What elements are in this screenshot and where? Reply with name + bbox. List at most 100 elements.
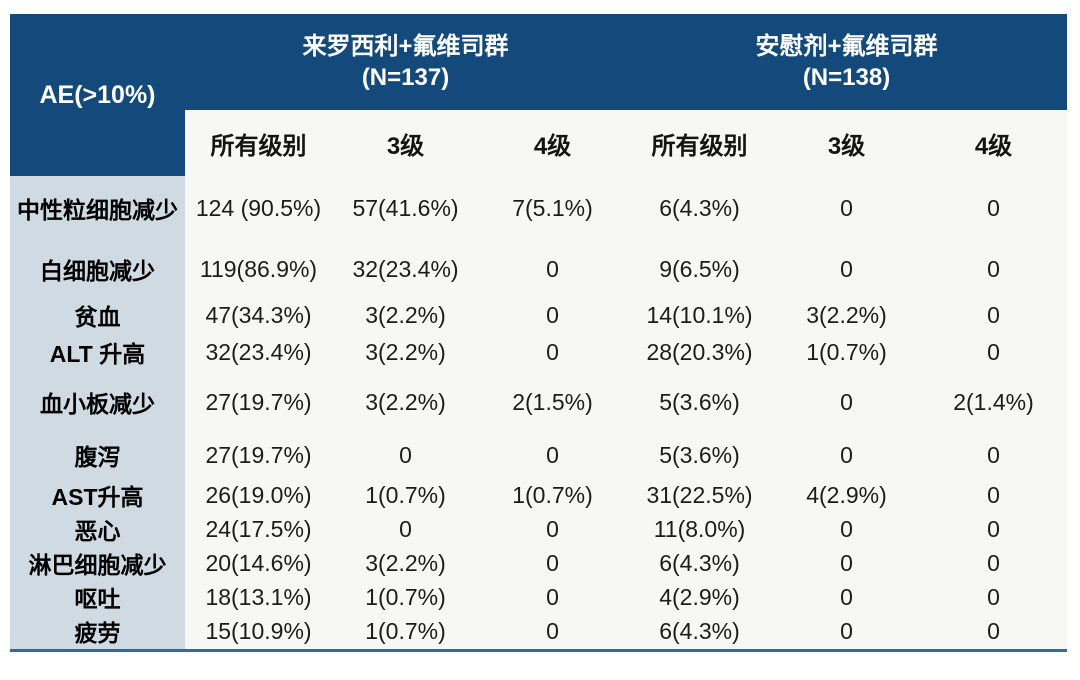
group-n: (N=137) xyxy=(361,64,450,91)
table-row: AST升高 26(19.0%) 1(0.7%) 1(0.7%) 31(22.5%… xyxy=(10,478,1067,512)
data-cell: 0 xyxy=(773,580,920,614)
row-label: 腹泻 xyxy=(10,432,185,478)
data-cell: 0 xyxy=(332,432,479,478)
row-label: 白细胞减少 xyxy=(10,240,185,298)
data-cell: 9(6.5%) xyxy=(626,240,773,298)
data-cell: 32(23.4%) xyxy=(185,332,332,372)
data-cell: 6(4.3%) xyxy=(626,176,773,240)
table-row: 白细胞减少 119(86.9%) 32(23.4%) 0 9(6.5%) 0 0 xyxy=(10,240,1067,298)
row-label: 呕吐 xyxy=(10,580,185,614)
subcolumn-header: 所有级别 xyxy=(626,110,773,176)
data-cell: 0 xyxy=(773,546,920,580)
data-cell: 0 xyxy=(332,512,479,546)
table-row: ALT 升高 32(23.4%) 3(2.2%) 0 28(20.3%) 1(0… xyxy=(10,332,1067,372)
data-cell: 0 xyxy=(479,432,626,478)
data-cell: 26(19.0%) xyxy=(185,478,332,512)
corner-header: AE(>10%) xyxy=(10,14,185,176)
data-cell: 57(41.6%) xyxy=(332,176,479,240)
data-cell: 4(2.9%) xyxy=(773,478,920,512)
data-cell: 15(10.9%) xyxy=(185,614,332,650)
group-title: 来罗西利+氟维司群 xyxy=(302,33,509,60)
data-cell: 0 xyxy=(773,240,920,298)
data-cell: 0 xyxy=(479,332,626,372)
data-cell: 47(34.3%) xyxy=(185,298,332,332)
data-cell: 0 xyxy=(773,176,920,240)
data-cell: 6(4.3%) xyxy=(626,546,773,580)
data-cell: 0 xyxy=(920,580,1067,614)
subcolumn-header: 4级 xyxy=(479,110,626,176)
group-header-treatment: 来罗西利+氟维司群 (N=137) xyxy=(185,14,626,110)
data-cell: 0 xyxy=(920,512,1067,546)
row-label: AST升高 xyxy=(10,478,185,512)
group-title: 安慰剂+氟维司群 xyxy=(755,33,938,60)
row-label: 血小板减少 xyxy=(10,372,185,432)
subcolumn-header: 3级 xyxy=(332,110,479,176)
data-cell: 0 xyxy=(479,240,626,298)
data-cell: 0 xyxy=(773,432,920,478)
table-row: 腹泻 27(19.7%) 0 0 5(3.6%) 0 0 xyxy=(10,432,1067,478)
data-cell: 1(0.7%) xyxy=(332,580,479,614)
row-label: 中性粒细胞减少 xyxy=(10,176,185,240)
data-cell: 0 xyxy=(920,176,1067,240)
group-n: (N=138) xyxy=(802,64,891,91)
data-cell: 14(10.1%) xyxy=(626,298,773,332)
data-cell: 0 xyxy=(773,512,920,546)
row-label: 淋巴细胞减少 xyxy=(10,546,185,580)
data-cell: 124 (90.5%) xyxy=(185,176,332,240)
row-label: 贫血 xyxy=(10,298,185,332)
data-cell: 18(13.1%) xyxy=(185,580,332,614)
table-row: 疲劳 15(10.9%) 1(0.7%) 0 6(4.3%) 0 0 xyxy=(10,614,1067,650)
data-cell: 28(20.3%) xyxy=(626,332,773,372)
table-row: 淋巴细胞减少 20(14.6%) 3(2.2%) 0 6(4.3%) 0 0 xyxy=(10,546,1067,580)
data-cell: 31(22.5%) xyxy=(626,478,773,512)
table-row: 贫血 47(34.3%) 3(2.2%) 0 14(10.1%) 3(2.2%)… xyxy=(10,298,1067,332)
table-row: 血小板减少 27(19.7%) 3(2.2%) 2(1.5%) 5(3.6%) … xyxy=(10,372,1067,432)
data-cell: 2(1.4%) xyxy=(920,372,1067,432)
adverse-events-table: AE(>10%) 来罗西利+氟维司群 (N=137) 安慰剂+氟维司群 (N=1… xyxy=(10,14,1067,652)
data-cell: 24(17.5%) xyxy=(185,512,332,546)
data-cell: 3(2.2%) xyxy=(332,332,479,372)
data-cell: 2(1.5%) xyxy=(479,372,626,432)
table-row: 呕吐 18(13.1%) 1(0.7%) 0 4(2.9%) 0 0 xyxy=(10,580,1067,614)
data-cell: 3(2.2%) xyxy=(332,546,479,580)
table-row: 恶心 24(17.5%) 0 0 11(8.0%) 0 0 xyxy=(10,512,1067,546)
data-cell: 1(0.7%) xyxy=(332,478,479,512)
subcolumn-header: 3级 xyxy=(773,110,920,176)
data-cell: 0 xyxy=(479,512,626,546)
data-cell: 1(0.7%) xyxy=(479,478,626,512)
data-cell: 5(3.6%) xyxy=(626,432,773,478)
subcolumn-header: 所有级别 xyxy=(185,110,332,176)
data-cell: 3(2.2%) xyxy=(332,372,479,432)
data-cell: 32(23.4%) xyxy=(332,240,479,298)
data-cell: 20(14.6%) xyxy=(185,546,332,580)
data-cell: 4(2.9%) xyxy=(626,580,773,614)
row-label: 恶心 xyxy=(10,512,185,546)
data-cell: 5(3.6%) xyxy=(626,372,773,432)
data-cell: 1(0.7%) xyxy=(773,332,920,372)
data-cell: 3(2.2%) xyxy=(332,298,479,332)
data-cell: 27(19.7%) xyxy=(185,372,332,432)
data-cell: 27(19.7%) xyxy=(185,432,332,478)
subcolumn-header-row: 所有级别 3级 4级 所有级别 3级 4级 xyxy=(10,110,1067,176)
table-row: 中性粒细胞减少 124 (90.5%) 57(41.6%) 7(5.1%) 6(… xyxy=(10,176,1067,240)
data-cell: 7(5.1%) xyxy=(479,176,626,240)
data-cell: 0 xyxy=(773,372,920,432)
group-header-row: AE(>10%) 来罗西利+氟维司群 (N=137) 安慰剂+氟维司群 (N=1… xyxy=(10,14,1067,176)
subcolumn-header: 4级 xyxy=(920,110,1067,176)
data-cell: 0 xyxy=(920,432,1067,478)
data-cell: 0 xyxy=(479,546,626,580)
data-cell: 119(86.9%) xyxy=(185,240,332,298)
group-header-placebo: 安慰剂+氟维司群 (N=138) xyxy=(626,14,1067,110)
data-cell: 0 xyxy=(773,614,920,650)
data-cell: 0 xyxy=(920,332,1067,372)
data-cell: 0 xyxy=(920,298,1067,332)
row-label: ALT 升高 xyxy=(10,332,185,372)
data-cell: 0 xyxy=(920,240,1067,298)
data-cell: 0 xyxy=(479,298,626,332)
data-cell: 3(2.2%) xyxy=(773,298,920,332)
data-cell: 0 xyxy=(920,546,1067,580)
data-cell: 1(0.7%) xyxy=(332,614,479,650)
data-cell: 0 xyxy=(479,580,626,614)
data-cell: 6(4.3%) xyxy=(626,614,773,650)
data-cell: 0 xyxy=(920,614,1067,650)
